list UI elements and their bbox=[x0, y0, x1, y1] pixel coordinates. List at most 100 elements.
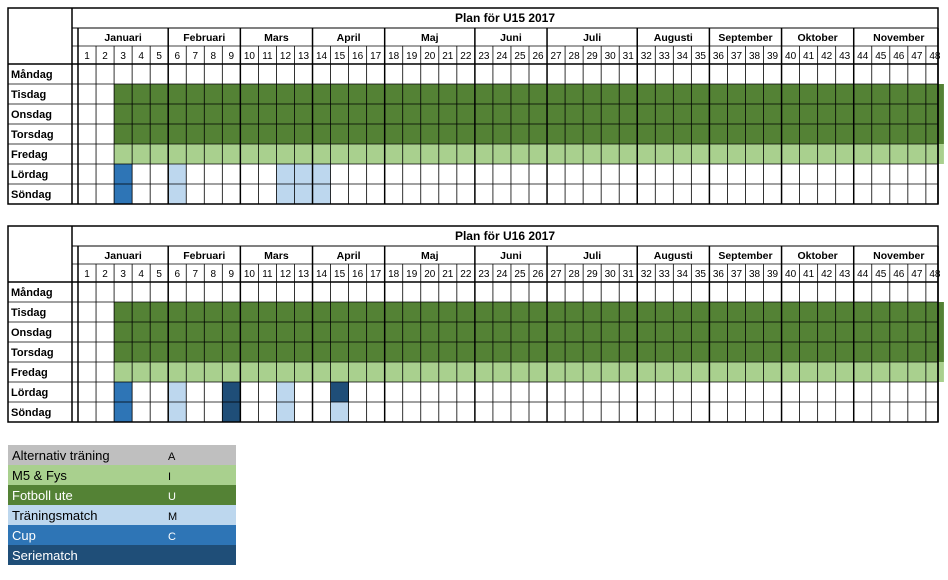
schedule-cell-torsdag-week-30 bbox=[601, 342, 620, 362]
schedule-cell-tisdag-week-32 bbox=[637, 84, 656, 104]
schedule-cell-tisdag-week-39 bbox=[763, 302, 782, 322]
grid-lines bbox=[7, 225, 939, 423]
schedule-cell-fredag-week-18 bbox=[384, 144, 403, 164]
schedule-cell-torsdag-week-12 bbox=[276, 124, 295, 144]
schedule-cell-fredag-week-9 bbox=[222, 144, 241, 164]
legend-swatch-C bbox=[8, 525, 236, 545]
week-number: 14 bbox=[316, 51, 328, 62]
schedule-cell-fredag-week-32 bbox=[637, 362, 656, 382]
schedule-cell-fredag-week-23 bbox=[474, 144, 493, 164]
schedule-cell-tisdag-week-3 bbox=[114, 84, 133, 104]
week-number: 38 bbox=[749, 269, 761, 280]
schedule-cell-onsdag-week-37 bbox=[727, 322, 746, 342]
schedule-cell-tisdag-week-44 bbox=[853, 84, 872, 104]
schedule-cell-onsdag-week-45 bbox=[871, 322, 890, 342]
weekday-label: Tisdag bbox=[11, 307, 46, 319]
schedule-cell-torsdag-week-42 bbox=[817, 124, 836, 144]
schedule-cell-tisdag-week-4 bbox=[132, 84, 151, 104]
schedule-cell-onsdag-week-39 bbox=[763, 104, 782, 124]
schedule-cell-torsdag-week-4 bbox=[132, 124, 151, 144]
table-title: Plan för U15 2017 bbox=[455, 11, 555, 25]
schedule-cell-tisdag-week-43 bbox=[835, 302, 854, 322]
schedule-cell-tisdag-week-38 bbox=[745, 302, 764, 322]
week-number: 44 bbox=[857, 51, 869, 62]
week-number: 44 bbox=[857, 269, 869, 280]
schedule-cell-torsdag-week-20 bbox=[420, 124, 439, 144]
schedule-cell-fredag-week-26 bbox=[529, 144, 548, 164]
schedule-cell-onsdag-week-33 bbox=[655, 322, 674, 342]
schedule-cell-tisdag-week-42 bbox=[817, 302, 836, 322]
month-label: Maj bbox=[421, 250, 439, 262]
schedule-cell-söndag-week-6 bbox=[168, 184, 187, 204]
week-number: 7 bbox=[192, 51, 198, 62]
schedule-cell-tisdag-week-27 bbox=[547, 84, 566, 104]
week-number: 10 bbox=[244, 269, 256, 280]
week-number: 18 bbox=[388, 51, 400, 62]
week-number: 29 bbox=[587, 51, 599, 62]
schedule-cell-tisdag-week-20 bbox=[420, 84, 439, 104]
weekday-label: Måndag bbox=[11, 69, 53, 81]
week-number: 36 bbox=[713, 51, 725, 62]
schedule-cell-söndag-week-13 bbox=[294, 184, 313, 204]
schedule-cell-tisdag-week-43 bbox=[835, 84, 854, 104]
schedule-cell-onsdag-week-21 bbox=[438, 104, 457, 124]
schedule-cell-tisdag-week-13 bbox=[294, 84, 313, 104]
schedule-cell-fredag-week-25 bbox=[510, 362, 529, 382]
schedule-cell-tisdag-week-17 bbox=[366, 302, 385, 322]
schedule-cell-tisdag-week-47 bbox=[907, 84, 926, 104]
schedule-cell-torsdag-week-24 bbox=[492, 124, 511, 144]
week-number: 3 bbox=[120, 269, 126, 280]
schedule-cell-fredag-week-48 bbox=[925, 144, 944, 164]
schedule-cell-tisdag-week-39 bbox=[763, 84, 782, 104]
schedule-cell-tisdag-week-11 bbox=[258, 302, 277, 322]
schedule-cell-söndag-week-3 bbox=[114, 184, 133, 204]
week-number: 4 bbox=[138, 269, 144, 280]
week-number: 27 bbox=[550, 51, 562, 62]
schedule-cell-tisdag-week-10 bbox=[240, 84, 259, 104]
schedule-cell-torsdag-week-5 bbox=[150, 124, 169, 144]
schedule-cell-tisdag-week-24 bbox=[492, 302, 511, 322]
month-label: Augusti bbox=[654, 32, 693, 44]
schedule-cell-tisdag-week-11 bbox=[258, 84, 277, 104]
schedule-cell-tisdag-week-15 bbox=[330, 84, 349, 104]
schedule-cell-fredag-week-29 bbox=[583, 144, 602, 164]
schedule-cell-torsdag-week-11 bbox=[258, 124, 277, 144]
schedule-cell-torsdag-week-45 bbox=[871, 124, 890, 144]
schedule-cell-torsdag-week-33 bbox=[655, 124, 674, 144]
schedule-cell-onsdag-week-3 bbox=[114, 104, 133, 124]
schedule-cell-tisdag-week-17 bbox=[366, 84, 385, 104]
schedule-cell-onsdag-week-31 bbox=[619, 322, 638, 342]
schedule-cell-onsdag-week-10 bbox=[240, 104, 259, 124]
schedule-cell-torsdag-week-48 bbox=[925, 124, 944, 144]
schedule-cell-lördag-week-6 bbox=[168, 164, 187, 184]
schedule-cell-tisdag-week-6 bbox=[168, 84, 187, 104]
week-number: 24 bbox=[496, 269, 508, 280]
week-number: 42 bbox=[821, 269, 833, 280]
schedule-cell-onsdag-week-29 bbox=[583, 322, 602, 342]
legend-code: U bbox=[168, 491, 176, 503]
week-number: 1 bbox=[84, 51, 90, 62]
week-number: 29 bbox=[587, 269, 599, 280]
week-number: 47 bbox=[911, 51, 923, 62]
legend-label: M5 & Fys bbox=[12, 468, 67, 483]
schedule-cell-tisdag-week-41 bbox=[799, 302, 818, 322]
week-number: 5 bbox=[156, 51, 162, 62]
schedule-cell-onsdag-week-9 bbox=[222, 322, 241, 342]
schedule-cell-fredag-week-35 bbox=[691, 144, 710, 164]
schedule-cell-torsdag-week-5 bbox=[150, 342, 169, 362]
schedule-cell-tisdag-week-33 bbox=[655, 302, 674, 322]
schedule-cell-onsdag-week-9 bbox=[222, 104, 241, 124]
schedule-cell-torsdag-week-10 bbox=[240, 342, 259, 362]
schedule-cell-tisdag-week-7 bbox=[186, 302, 205, 322]
schedule-cell-onsdag-week-30 bbox=[601, 322, 620, 342]
schedule-cell-fredag-week-33 bbox=[655, 144, 674, 164]
schedule-cell-torsdag-week-23 bbox=[474, 342, 493, 362]
week-number: 45 bbox=[875, 51, 887, 62]
schedule-cell-onsdag-week-14 bbox=[312, 322, 331, 342]
schedule-cell-torsdag-week-44 bbox=[853, 342, 872, 362]
legend-code: M bbox=[168, 511, 177, 523]
week-number: 19 bbox=[406, 51, 418, 62]
schedule-cell-onsdag-week-47 bbox=[907, 104, 926, 124]
week-number: 25 bbox=[514, 51, 526, 62]
schedule-cell-torsdag-week-39 bbox=[763, 342, 782, 362]
